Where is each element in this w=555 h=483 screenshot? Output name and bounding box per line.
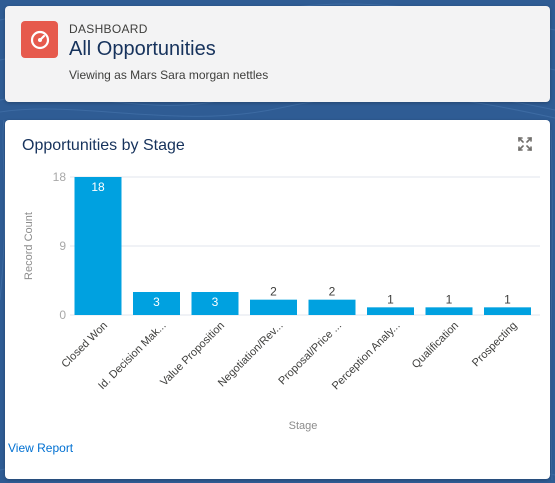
- bar: [133, 292, 180, 315]
- bar: [484, 307, 531, 315]
- bar-value-label: 18: [91, 180, 105, 194]
- bar: [308, 299, 356, 315]
- viewing-as-text: Viewing as Mars Sara morgan nettles: [69, 68, 269, 82]
- bar: [425, 307, 473, 315]
- page-title: All Opportunities: [69, 38, 216, 60]
- chart-card: Opportunities by Stage 0 9 18 Record Count 1…: [5, 120, 550, 479]
- chart-title: Opportunities by Stage: [22, 137, 185, 154]
- bar: [367, 307, 414, 315]
- bar-value-label: 1: [446, 292, 453, 306]
- bar-value-label: 3: [153, 295, 160, 309]
- bar-value-label: 2: [329, 285, 336, 299]
- view-report-link[interactable]: View Report: [8, 441, 74, 455]
- x-tick-label: Qualification: [410, 320, 461, 371]
- bar-value-label: 1: [504, 292, 511, 306]
- y-tick-label: 9: [59, 239, 66, 253]
- x-tick-label: Value Proposition: [158, 320, 227, 389]
- x-tick-label: Closed Won: [59, 320, 110, 371]
- y-axis-label: Record Count: [23, 212, 35, 280]
- x-axis-label: Stage: [289, 420, 318, 432]
- bar-value-label: 1: [387, 292, 394, 306]
- dashboard-kicker: DASHBOARD: [69, 22, 148, 36]
- x-tick-label: Prospecting: [470, 320, 520, 370]
- dashboard-icon: [21, 21, 58, 58]
- x-tick-label: Proposal/Price ...: [276, 320, 344, 388]
- bar-value-label: 3: [212, 295, 219, 309]
- expand-icon[interactable]: [518, 137, 532, 151]
- bar: [250, 299, 297, 315]
- bar: [74, 177, 122, 315]
- y-tick-label: 0: [59, 308, 66, 322]
- y-tick-label: 18: [53, 170, 67, 184]
- dashboard-header: DASHBOARD All Opportunities Viewing as M…: [5, 6, 550, 102]
- bar-value-label: 2: [270, 285, 277, 299]
- bar: [191, 292, 239, 315]
